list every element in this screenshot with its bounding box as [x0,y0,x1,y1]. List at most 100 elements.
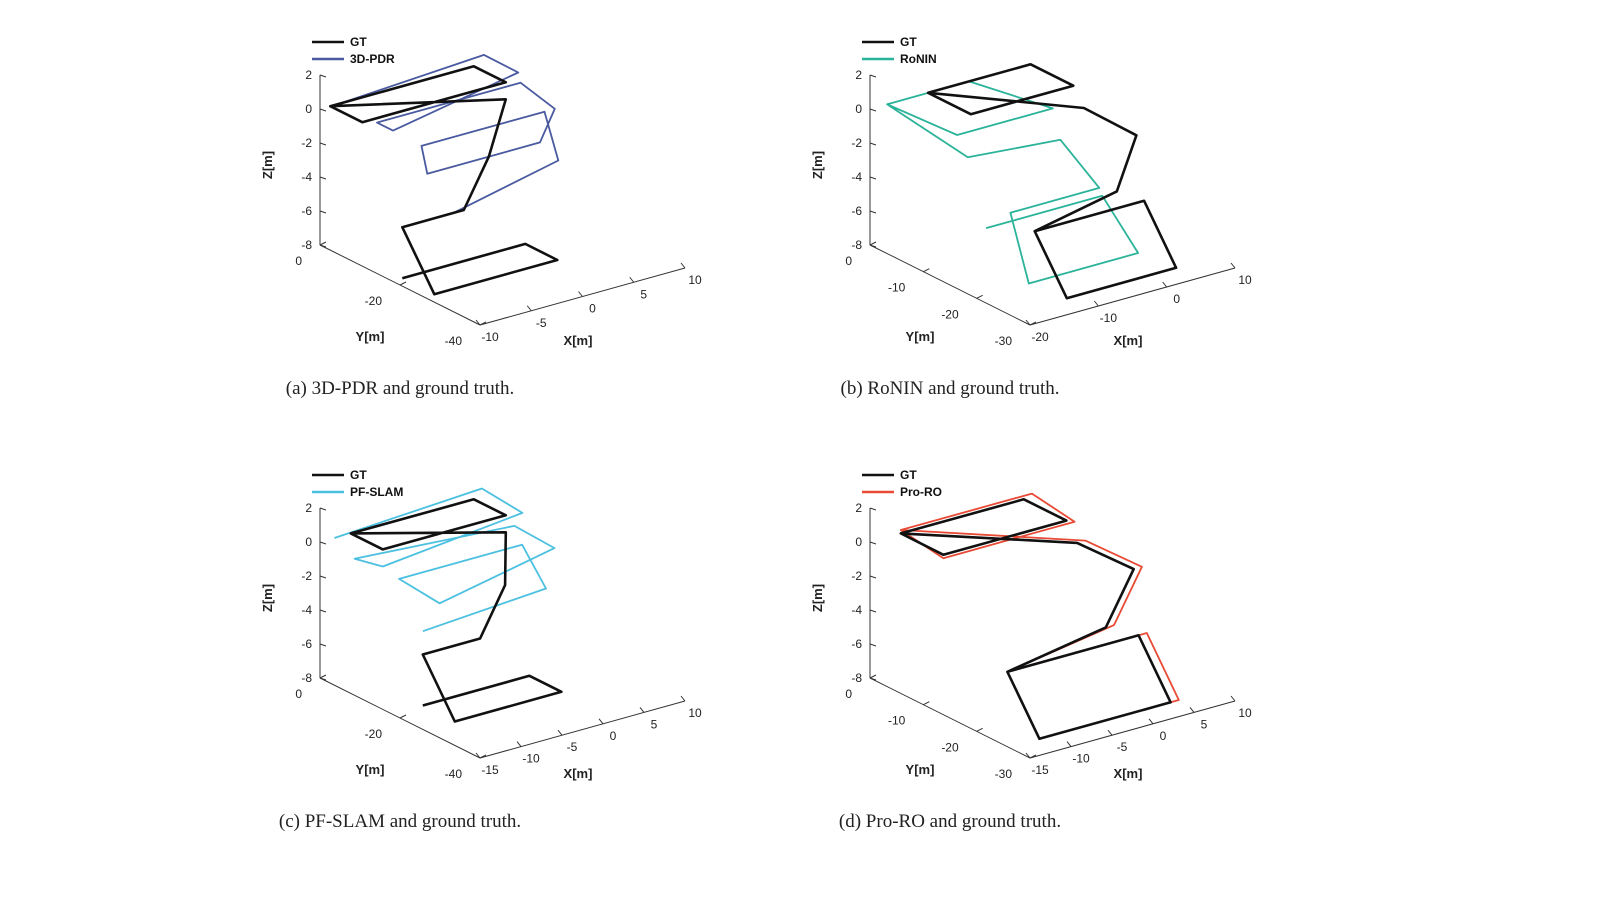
x-tick-label: -10 [481,330,499,344]
y-tick-label: -30 [995,767,1013,781]
x-tick-mark [475,319,481,326]
x-tick-mark [1189,707,1195,713]
z-tick-mark [319,575,327,579]
x-tick-label: -20 [1031,330,1049,344]
axes-a: 2 0 -2 -4 -6 -8 0 -20 -40 -10 -5 0 5 10 Z[m] Y[m] X[m] GT… [260,35,702,348]
x-tick-label: 0 [1173,292,1180,306]
caption-d: (d) Pro-RO and ground truth. [550,811,1350,833]
z-tick-mark [869,609,877,613]
caption-b: (b) RoNIN and ground truth. [550,378,1350,400]
z-tick-mark [869,210,877,214]
z-tick-mark [319,677,327,681]
y-tick-label: -20 [941,740,959,754]
subfigure-c: 2 0 -2 -4 -6 -8 0 -20 -40 -15 -10 -5 0 5 10 Z[m] Y[m] X[m… [0,433,800,883]
x-tick-label: -5 [536,316,547,330]
x-axis-line [1029,267,1236,326]
x-tick-label: -10 [1100,311,1118,325]
z-tick-label: -8 [301,238,312,252]
z-tick-mark [319,108,327,112]
caption-c: (c) PF-SLAM and ground truth. [0,811,800,833]
x-tick-label: -10 [522,752,540,766]
x-tick-mark [1148,718,1154,725]
x-tick-mark [1230,695,1236,702]
z-tick-mark [319,74,327,78]
subfigure-d: 2 0 -2 -4 -6 -8 0 -10 -20 -30 -15 -10 -5 0 5 10 Z[m] Y[m]… [550,433,1350,883]
y-tick-label: 0 [295,687,302,701]
z-tick-mark [869,176,877,180]
plot-c: 2 0 -2 -4 -6 -8 0 -20 -40 -15 -10 -5 0 5 10 Z[m] Y[m] X[m… [260,468,702,781]
z-tick-mark [869,677,877,681]
z-tick-mark [869,507,877,511]
x-tick-label: 5 [651,717,658,731]
series-line-pro-ro [899,492,1180,740]
x-axis-label: X[m] [564,766,593,781]
axes-b: 2 0 -2 -4 -6 -8 0 -10 -20 -30 -20 -10 0 10 Z[m] Y[m] X[m… [810,35,1252,348]
caption-a-text: (a) 3D-PDR and ground truth. [285,378,515,399]
y-axis-line [869,244,1031,326]
x-tick-label: 0 [589,302,596,316]
z-tick-label: -2 [851,569,862,583]
legend-label: GT [350,35,367,49]
y-tick-label: -40 [445,334,463,348]
x-tick-label: 0 [1160,729,1167,743]
x-tick-mark [557,729,563,736]
x-tick-mark [578,291,583,297]
series-line-3d-pdr [340,54,560,214]
y-tick-label: -10 [888,714,906,728]
y-tick-label: -20 [941,307,959,321]
z-tick-mark [869,244,877,248]
y-tick-mark [923,701,930,706]
z-tick-label: -2 [301,569,312,583]
x-tick-mark [475,752,481,759]
series-line-gt [349,498,563,723]
z-axis-label: Z[m] [810,151,825,179]
x-axis-label: X[m] [1114,766,1143,781]
z-tick-mark [869,74,877,78]
z-tick-mark [319,609,327,613]
caption-a: (a) 3D-PDR and ground truth. [0,378,800,400]
x-tick-mark [1107,729,1113,736]
y-tick-label: -20 [365,294,383,308]
z-tick-mark [319,176,327,180]
x-axis-line [1029,700,1236,759]
z-tick-label: 2 [855,68,862,82]
y-tick-label: -20 [365,727,383,741]
x-tick-mark [1230,262,1236,269]
legend-label: GT [900,468,917,482]
z-tick-mark [869,108,877,112]
y-tick-mark [479,321,487,326]
z-axis-label: Z[m] [260,584,275,612]
z-tick-label: 2 [305,501,312,515]
legend-label: Pro-RO [900,485,942,499]
series-line-gt [899,498,1172,741]
series-line-pf-slam [334,487,556,633]
z-tick-mark [319,507,327,511]
z-tick-mark [319,210,327,214]
series-line-gt [926,63,1178,300]
plot-a: 2 0 -2 -4 -6 -8 0 -20 -40 -10 -5 0 5 10 Z[m] Y[m] X[m] GT… [260,35,702,348]
x-tick-label: 10 [1238,706,1252,720]
x-tick-label: 10 [688,273,702,287]
z-tick-mark [869,575,877,579]
x-tick-label: -15 [481,763,499,777]
y-axis-label: Y[m] [906,762,935,777]
x-tick-label: 5 [1201,717,1208,731]
y-axis-label: Y[m] [906,329,935,344]
z-tick-label: -2 [851,136,862,150]
z-tick-label: 2 [855,501,862,515]
legend-label: PF-SLAM [350,485,403,499]
legend-label: GT [350,468,367,482]
x-tick-label: -5 [1117,740,1128,754]
z-tick-label: 0 [305,102,312,116]
y-tick-mark [976,294,983,299]
z-tick-label: -2 [301,136,312,150]
x-tick-mark [680,695,686,702]
x-tick-label: -15 [1031,763,1049,777]
legend-label: 3D-PDR [350,52,395,66]
y-tick-mark [319,241,327,246]
z-tick-mark [319,142,327,146]
z-tick-label: -6 [301,204,312,218]
y-tick-mark [923,268,930,273]
y-tick-label: 0 [845,687,852,701]
z-tick-label: 0 [855,535,862,549]
